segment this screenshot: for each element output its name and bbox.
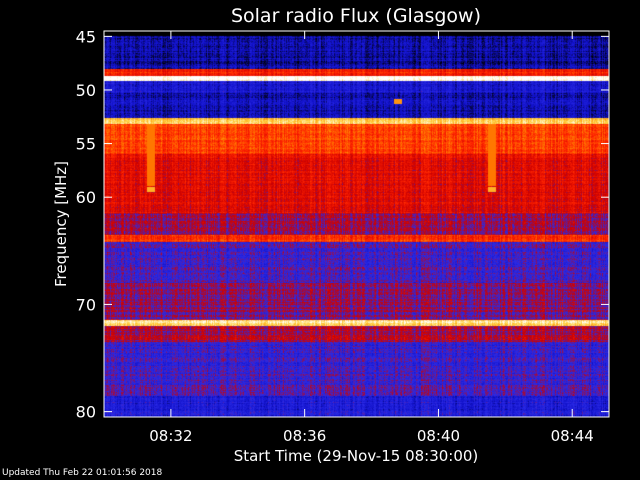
x-axis-label: Start Time (29-Nov-15 08:30:00) bbox=[234, 447, 479, 465]
y-tick-label: 45 bbox=[76, 27, 96, 46]
chart-title: Solar radio Flux (Glasgow) bbox=[231, 5, 481, 27]
y-tick-label: 55 bbox=[76, 135, 96, 154]
x-axis: 08:32 08:36 08:40 08:44 bbox=[149, 31, 594, 445]
y-tick-label: 70 bbox=[76, 295, 96, 314]
x-tick-label: 08:40 bbox=[417, 427, 460, 445]
updated-timestamp: Updated Thu Feb 22 01:01:56 2018 bbox=[2, 468, 163, 478]
x-tick-label: 08:32 bbox=[149, 427, 192, 445]
plot-frame bbox=[103, 30, 610, 418]
y-tick-label: 80 bbox=[76, 403, 96, 422]
x-tick-label: 08:44 bbox=[551, 427, 594, 445]
y-axis: 45 50 55 60 70 80 bbox=[76, 27, 609, 422]
x-tick-label: 08:36 bbox=[283, 427, 326, 445]
spectrogram-heatmap bbox=[104, 31, 609, 417]
y-axis-label: Frequency [MHz] bbox=[52, 161, 70, 287]
y-tick-label: 60 bbox=[76, 188, 96, 207]
y-tick-label: 50 bbox=[76, 81, 96, 100]
